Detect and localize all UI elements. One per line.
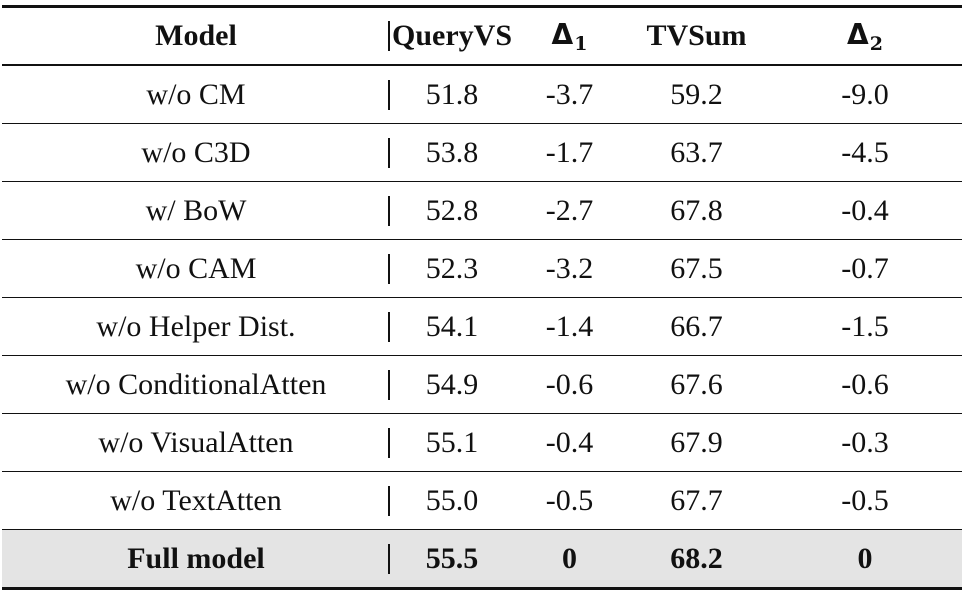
delta-2-subscript: 2 (869, 32, 883, 55)
table-body: w/o CM 51.8 -3.7 59.2 -9.0 w/o C3D 53.8 -1.7 63.… (2, 65, 962, 589)
cell-delta1: -1.7 (545, 135, 594, 169)
cell-queryvs: 55.5 (390, 529, 514, 589)
cell-delta2: -0.6 (841, 367, 889, 401)
table-row: Full model 55.5 0 68.2 0 (2, 529, 962, 589)
cell-delta1: -3.2 (545, 251, 594, 285)
cell-delta1: -0.4 (545, 425, 594, 459)
cell-delta1: -0.5 (545, 483, 594, 517)
cell-delta2: -1.5 (841, 309, 889, 343)
table-row: w/o VisualAtten 55.1 -0.4 67.9 -0.3 (2, 414, 962, 472)
cell-tvsum: 67.6 (670, 367, 723, 401)
cell-tvsum: 63.7 (670, 135, 723, 169)
cell-delta2: -0.7 (841, 251, 889, 285)
cell-delta1: -1.4 (545, 309, 594, 343)
table-row: w/o ConditionalAtten 54.9 -0.6 67.6 -0.6 (2, 356, 962, 414)
ablation-results-table: Model QueryVS Δ1 TVSum Δ2 w/o CM 51.8 -3.7… (2, 5, 962, 590)
cell-queryvs: 55.0 (425, 483, 479, 517)
header-delta-2: Δ2 (768, 7, 962, 66)
cell-delta2: -0.3 (841, 425, 889, 459)
table-header: Model QueryVS Δ1 TVSum Δ2 (2, 6, 962, 66)
cell-queryvs: 55.1 (425, 425, 479, 459)
header-queryvs: QueryVS (392, 19, 512, 52)
cell-model: w/o C3D (2, 124, 390, 182)
table-row: w/o CAM 52.3 -3.2 67.5 -0.7 (2, 240, 962, 298)
cell-queryvs: 54.9 (425, 367, 479, 401)
cell-model: Full model (2, 529, 390, 589)
cell-delta2: 0 (768, 529, 962, 589)
cell-model: w/o TextAtten (2, 472, 390, 530)
cell-tvsum: 67.8 (670, 193, 723, 227)
cell-queryvs: 52.3 (425, 251, 479, 285)
cell-delta1: -0.6 (545, 367, 594, 401)
header-delta-1: Δ1 (514, 7, 625, 66)
delta-2-glyph: Δ (847, 17, 869, 51)
cell-delta2: -0.4 (841, 193, 889, 227)
delta-1-glyph: Δ (551, 17, 574, 51)
delta-1-symbol: Δ1 (551, 17, 588, 55)
cell-model: w/o CAM (2, 240, 390, 298)
cell-tvsum: 68.2 (625, 529, 768, 589)
cell-tvsum: 67.5 (670, 251, 723, 285)
cell-tvsum: 59.2 (670, 77, 723, 111)
delta-2-symbol: Δ2 (847, 17, 883, 55)
header-row: Model QueryVS Δ1 TVSum Δ2 (2, 6, 962, 66)
header-model: Model (2, 7, 390, 66)
cell-model: w/o ConditionalAtten (2, 356, 390, 414)
cell-delta2: -9.0 (841, 77, 889, 111)
cell-delta2: -4.5 (841, 135, 889, 169)
cell-model: w/o Helper Dist. (2, 298, 390, 356)
table-row: w/o C3D 53.8 -1.7 63.7 -4.5 (2, 124, 962, 182)
cell-queryvs: 52.8 (425, 193, 479, 227)
cell-queryvs: 51.8 (425, 77, 479, 111)
cell-tvsum: 67.7 (670, 483, 723, 517)
cell-tvsum: 66.7 (670, 309, 723, 343)
cell-delta1: -3.7 (545, 77, 594, 111)
cell-delta1: -2.7 (545, 193, 594, 227)
header-tvsum: TVSum (646, 19, 747, 52)
table-row: w/ BoW 52.8 -2.7 67.8 -0.4 (2, 182, 962, 240)
cell-model: w/o CM (2, 65, 390, 124)
cell-tvsum: 67.9 (670, 425, 723, 459)
table-row: w/o TextAtten 55.0 -0.5 67.7 -0.5 (2, 472, 962, 530)
cell-model: w/o VisualAtten (2, 414, 390, 472)
cell-delta1: 0 (514, 529, 625, 589)
cell-model: w/ BoW (2, 182, 390, 240)
table-row: w/o Helper Dist. 54.1 -1.4 66.7 -1.5 (2, 298, 962, 356)
cell-delta2: -0.5 (841, 483, 889, 517)
delta-1-subscript: 1 (574, 32, 588, 55)
table-row: w/o CM 51.8 -3.7 59.2 -9.0 (2, 65, 962, 124)
cell-queryvs: 54.1 (425, 309, 479, 343)
cell-queryvs: 53.8 (425, 135, 479, 169)
